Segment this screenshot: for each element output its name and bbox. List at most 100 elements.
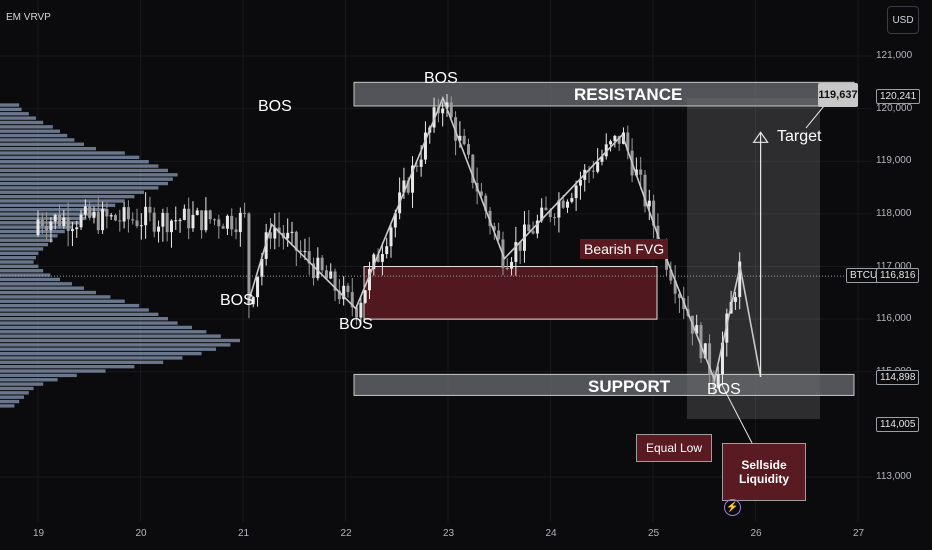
candle-body [639,169,643,175]
candle-body [277,227,281,233]
candle-body [393,213,397,228]
candle-body [131,219,135,221]
volume-profile-bar [0,186,159,190]
candle-body [126,207,130,220]
candle-body [135,220,139,227]
candle-body [561,200,565,208]
volume-profile-bar [0,133,68,138]
volume-profile-bar [0,282,72,286]
volume-profile-bar [0,277,60,282]
volume-profile-bar [0,212,96,216]
volume-profile-bar [0,260,34,264]
candle-body [479,191,483,196]
volume-profile-bar [0,386,34,391]
time-tick-label: 26 [750,528,762,539]
candle-body [372,254,376,270]
volume-profile-bar [0,160,149,164]
candle-body [324,270,328,279]
time-tick-label: 23 [443,528,455,539]
bos-label: BOS [339,316,373,333]
volume-profile-bar [0,229,65,234]
candle-body [385,246,389,255]
candle-body [566,201,570,208]
volume-profile-bar [0,404,15,408]
lightning-icon[interactable]: ⚡ [724,499,741,516]
volume-profile-bar [0,129,60,133]
candle-body [62,217,66,227]
candle-body [83,206,87,215]
volume-profile-bar [0,112,29,116]
candle-body [234,229,238,233]
candle-body [609,141,613,145]
volume-profile-bar [0,330,207,334]
candle-body [389,227,393,247]
candle-body [320,257,324,271]
volume-profile-bar [0,351,202,356]
candle-body [578,179,582,186]
volume-profile-bar [0,334,221,338]
candle-body [247,213,251,305]
support-zone[interactable] [353,373,855,396]
candle-body [350,292,354,308]
candle-body [669,269,673,281]
volume-profile-bar [0,295,111,299]
candle-body [492,226,496,231]
bos-label: BOS [424,70,458,87]
candle-body [411,165,415,193]
volume-profile-bar [0,216,87,221]
candle-body [346,285,350,293]
candle-body [96,211,100,231]
target-price-badge[interactable]: 119,637 [818,83,858,107]
time-tick-label: 27 [853,528,865,539]
candle-body [316,257,320,279]
candle-body [548,210,552,218]
volume-profile-bar [0,177,173,181]
candle-body [600,156,604,162]
candle-body [200,210,204,231]
candle-body [256,276,260,298]
candle-body [510,261,514,269]
symbol-label: BTCUSD [850,270,892,282]
price-tick-label: 117,000 [876,260,912,272]
time-tick-label: 19 [33,528,45,539]
bearish-fvg-zone[interactable] [363,266,658,320]
candle-body [406,180,410,193]
candle-body [535,220,539,234]
candle-body [677,293,681,299]
currency-selector[interactable]: USD [887,6,919,34]
candle-body [462,135,466,145]
volume-profile-bar [0,312,159,317]
volume-profile [0,103,240,408]
volume-profile-bar [0,399,20,404]
candle-body [574,185,578,199]
price-axis-tag: 120,241 [876,88,921,104]
candle-body [204,210,208,231]
candle-body [527,224,531,232]
candle-body [273,227,277,239]
candle-body [165,212,169,233]
candle-body [484,195,488,211]
candle-body [703,343,707,359]
volume-profile-bar [0,173,178,177]
candle-body [230,215,234,230]
candle-body [144,206,148,226]
candle-body [445,102,449,109]
candle-body [225,215,229,229]
volume-profile-bar [0,221,80,225]
candle-body [553,217,557,219]
candle-body [169,220,173,233]
candle-body [70,229,74,231]
candle-body [299,250,303,252]
volume-profile-bar [0,382,44,386]
candle-body [518,242,522,251]
candle-body [113,215,117,221]
price-tick-label: 113,000 [876,471,912,482]
bearish-fvg-label: Bearish FVG [580,238,669,259]
volume-profile-bar [0,343,231,347]
volume-profile-bar [0,164,159,168]
candle-body [75,227,79,230]
target-connector [805,105,825,129]
indicator-label[interactable]: EM VRVP [6,12,51,23]
volume-profile-bar [0,264,39,269]
